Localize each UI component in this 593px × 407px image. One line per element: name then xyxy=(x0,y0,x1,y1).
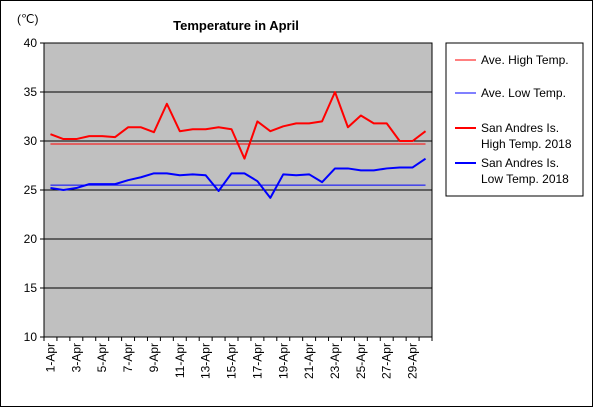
x-tick-label: 29-Apr xyxy=(406,343,420,379)
legend-label-4: Low Temp. 2018 xyxy=(481,172,569,186)
legend-label-2: Ave. Low Temp. xyxy=(481,86,566,100)
chart-title: Temperature in April xyxy=(173,18,299,33)
series-line-4 xyxy=(50,157,427,199)
legend-label-3: San Andres Is. xyxy=(481,121,559,135)
series-lines xyxy=(50,91,427,199)
x-tick-label: 5-Apr xyxy=(95,343,109,372)
x-tick-label: 17-Apr xyxy=(250,343,264,379)
y-axis-unit-label: (℃) xyxy=(17,12,38,26)
x-tick-label: 25-Apr xyxy=(354,343,368,379)
x-tick-label: 7-Apr xyxy=(121,343,135,372)
x-tick-label: 3-Apr xyxy=(69,343,83,372)
legend-box xyxy=(445,42,584,197)
x-tick-label: 21-Apr xyxy=(302,343,316,379)
legend-label-3: High Temp. 2018 xyxy=(481,137,572,151)
series-line-3 xyxy=(50,91,427,160)
x-tick-label: 9-Apr xyxy=(147,343,161,372)
y-tick-label: 15 xyxy=(24,281,38,295)
legend: Ave. High Temp. Ave. Low Temp. San Andres … xyxy=(455,53,572,186)
y-tick-label: 40 xyxy=(24,36,38,50)
y-axis-ticks: 10 15 20 25 30 35 40 xyxy=(24,36,44,344)
grid-lines xyxy=(44,91,432,289)
y-tick-label: 20 xyxy=(24,232,38,246)
y-tick-label: 10 xyxy=(24,330,38,344)
x-tick-label: 23-Apr xyxy=(328,343,342,379)
x-tick-label: 13-Apr xyxy=(199,343,213,379)
legend-label-1: Ave. High Temp. xyxy=(481,53,569,67)
x-tick-label: 15-Apr xyxy=(225,343,239,379)
x-axis-ticks: 1-Apr 3-Apr 5-Apr 7-Apr 9-Apr 11-Apr 13-Apr 15-… xyxy=(43,337,433,379)
x-tick-label: 1-Apr xyxy=(43,343,57,372)
x-tick-label: 11-Apr xyxy=(173,343,187,378)
x-tick-label: 19-Apr xyxy=(276,343,290,379)
y-tick-label: 25 xyxy=(24,183,38,197)
legend-label-4: San Andres Is. xyxy=(481,156,559,170)
x-tick-label: 27-Apr xyxy=(380,343,394,379)
y-tick-label: 30 xyxy=(24,134,38,148)
y-tick-label: 35 xyxy=(24,85,38,99)
